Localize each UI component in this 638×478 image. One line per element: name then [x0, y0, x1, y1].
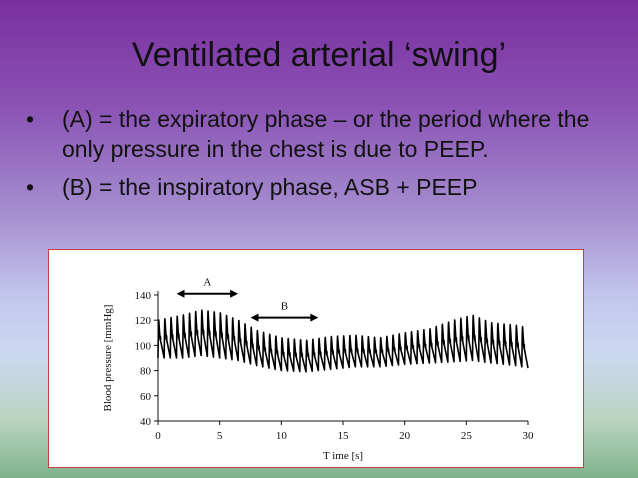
arrowhead-right-icon: [230, 289, 239, 298]
x-tick-label: 0: [155, 430, 161, 442]
bullet-text-a: (A) = the expiratory phase – or the peri…: [62, 106, 590, 162]
y-axis-label: Blood pressure [mmHg]: [102, 305, 114, 412]
x-tick-label: 30: [523, 430, 535, 442]
x-axis-label: T ime [s]: [323, 450, 363, 462]
arrowhead-left-icon: [250, 313, 259, 322]
x-tick-label: 5: [217, 430, 223, 442]
x-tick-label: 25: [461, 430, 473, 442]
x-tick-label: 15: [338, 430, 350, 442]
annotation-label-b: B: [281, 301, 288, 313]
bullet-text-b: (B) = the inspiratory phase, ASB + PEEP: [62, 174, 478, 200]
chart-panel: 40 60 80 100 120 140 0 5 10 15 20 25 30 T ime [s] Bloo…: [48, 249, 584, 468]
y-tick-label: 120: [135, 315, 152, 327]
pressure-series-line: [157, 309, 529, 373]
y-tick-label: 40: [140, 416, 152, 428]
bullet-item-b: • (B) = the inspiratory phase, ASB + PEE…: [26, 172, 626, 202]
bullet-list: • (A) = the expiratory phase – or the pe…: [26, 104, 626, 210]
blood-pressure-chart: 40 60 80 100 120 140 0 5 10 15 20 25 30 T ime [s] Bloo…: [102, 277, 535, 462]
bullet-dot-icon: •: [26, 106, 35, 132]
y-tick-label: 80: [140, 366, 152, 378]
annotation-label-a: A: [203, 277, 211, 289]
arrowhead-left-icon: [176, 289, 185, 298]
slide-title: Ventilated arterial ‘swing’: [131, 36, 507, 74]
bullet-item-a: • (A) = the expiratory phase – or the pe…: [26, 104, 626, 164]
y-tick-label: 140: [135, 290, 152, 302]
y-tick-label: 60: [140, 391, 152, 403]
x-tick-label: 10: [276, 430, 288, 442]
x-tick-label: 20: [399, 430, 411, 442]
y-tick-label: 100: [135, 340, 152, 352]
arrowhead-right-icon: [310, 313, 319, 322]
bullet-dot-icon: •: [26, 174, 35, 200]
